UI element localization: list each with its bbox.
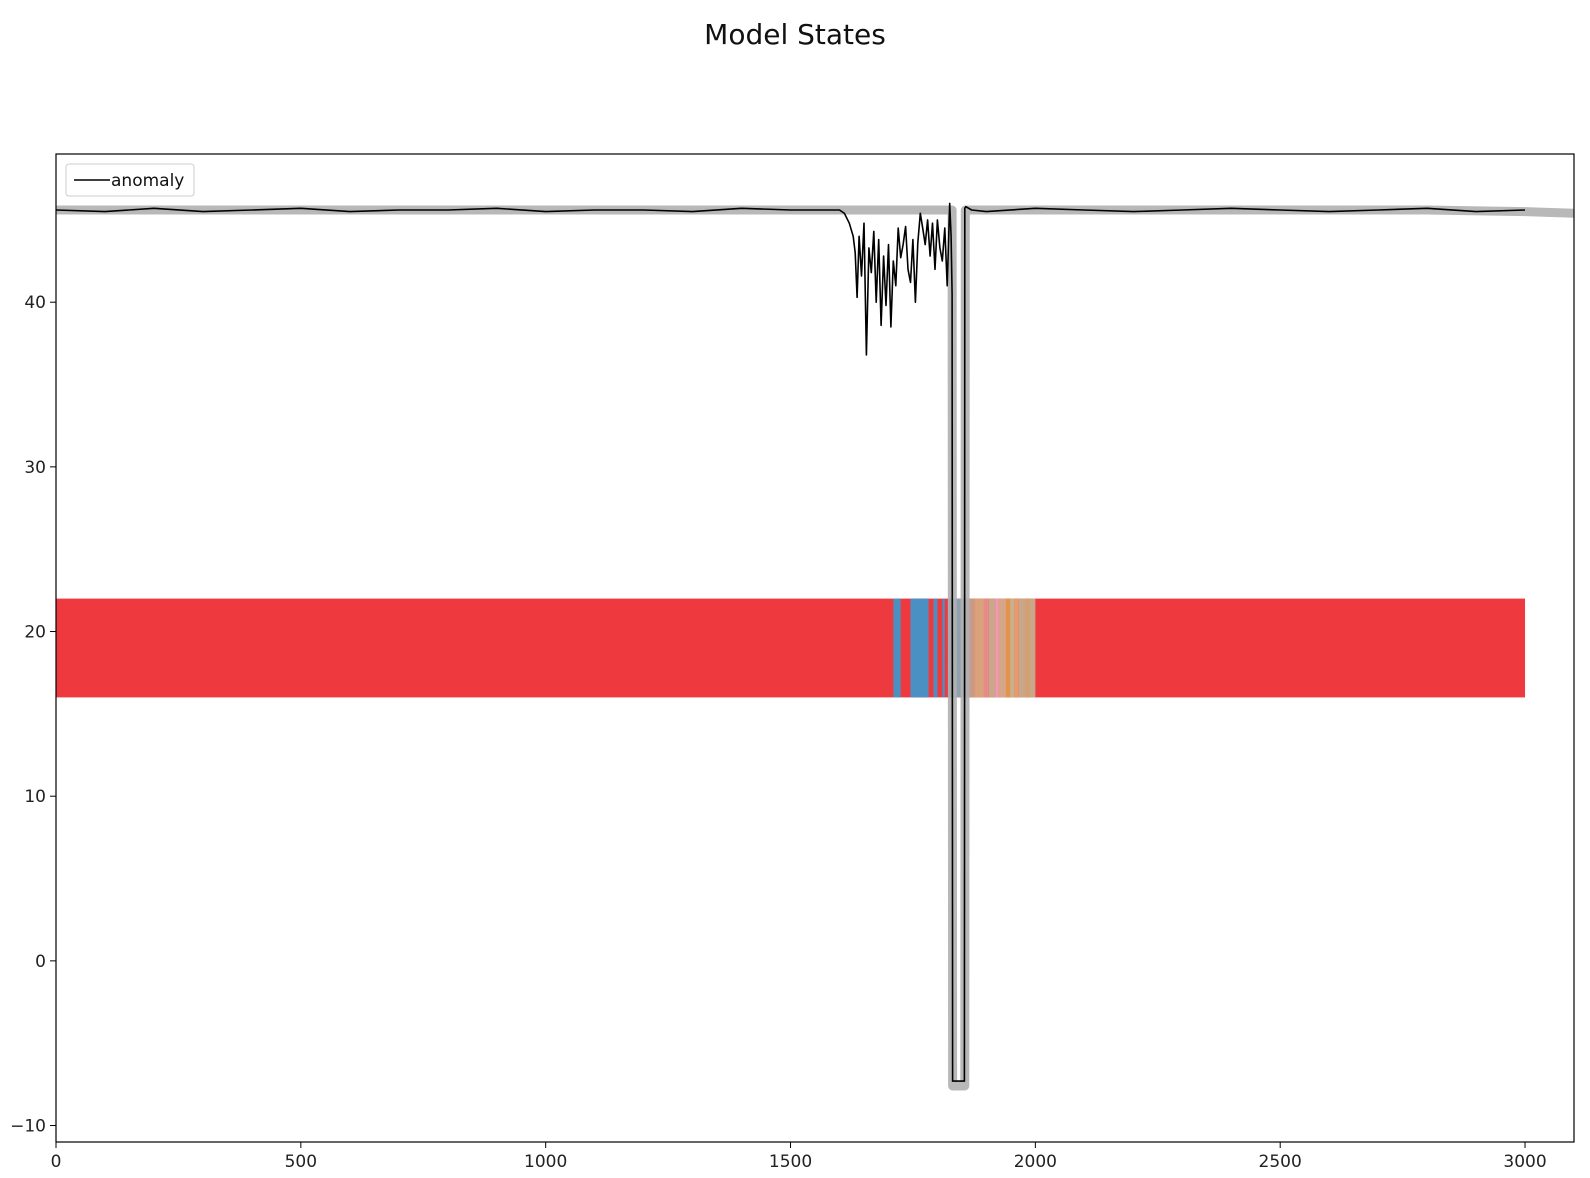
state-segment <box>933 598 938 698</box>
state-segment <box>995 598 999 698</box>
state-segment <box>893 598 901 698</box>
state-segment <box>1025 598 1030 698</box>
y-tick-label: 30 <box>24 458 46 478</box>
x-tick-label: 1500 <box>769 1152 812 1172</box>
state-segment <box>1005 598 1010 698</box>
y-axis: −10 0 10 20 30 40 <box>10 293 56 1137</box>
series-line-anomaly <box>55 202 1526 1082</box>
y-tick-label: 0 <box>35 952 46 972</box>
x-tick-label: 1000 <box>524 1152 567 1172</box>
x-axis: 0 500 1000 1500 2000 2500 3000 <box>51 1142 1547 1172</box>
state-segment <box>998 598 1006 698</box>
x-tick-label: 0 <box>51 1152 62 1172</box>
legend: anomaly <box>65 163 195 197</box>
series-layer <box>55 202 1575 1091</box>
x-tick-label: 3000 <box>1503 1152 1546 1172</box>
state-segment <box>1018 598 1026 698</box>
state-segment <box>983 598 989 698</box>
state-segment <box>1029 598 1036 698</box>
y-tick-label: −10 <box>10 1117 46 1137</box>
y-tick-label: 20 <box>24 623 46 643</box>
state-band-background <box>56 598 1526 698</box>
state-segment <box>1009 598 1015 698</box>
state-segment <box>910 598 929 698</box>
state-segment <box>942 598 945 698</box>
state-segment <box>974 598 984 698</box>
x-tick-label: 2500 <box>1259 1152 1302 1172</box>
state-segment <box>1014 598 1019 698</box>
state-band <box>56 598 1526 698</box>
axes-frame <box>55 153 1575 1143</box>
x-tick-label: 500 <box>285 1152 317 1172</box>
legend-label-anomaly: anomaly <box>111 171 184 191</box>
y-tick-label: 10 <box>24 787 46 807</box>
x-tick-label: 2000 <box>1014 1152 1057 1172</box>
y-tick-label: 40 <box>24 293 46 313</box>
legend-box <box>65 163 195 197</box>
chart-title: Model States <box>704 18 886 51</box>
state-segment <box>953 598 965 698</box>
state-segment <box>988 598 996 698</box>
